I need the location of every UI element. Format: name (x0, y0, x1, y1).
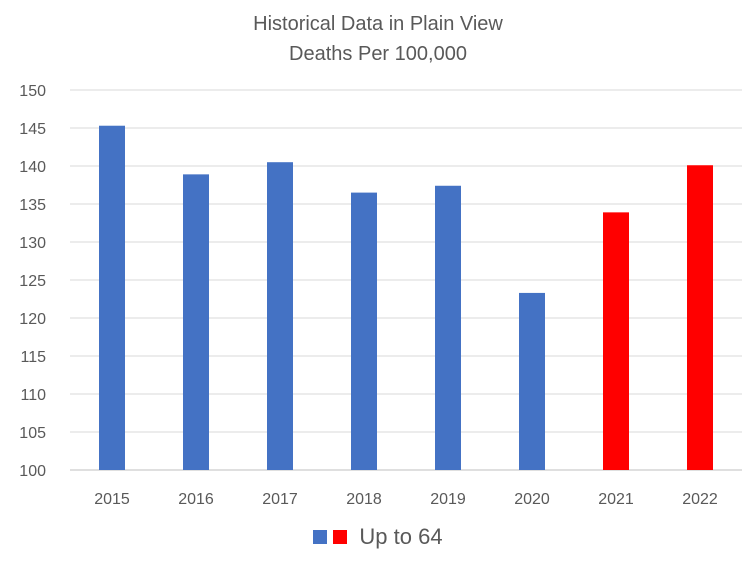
chart-subtitle: Deaths Per 100,000 (289, 43, 467, 65)
chart-title: Historical Data in Plain View (253, 13, 503, 35)
bar (99, 125, 125, 470)
legend-label: Up to 64 (359, 524, 443, 549)
x-tick-label: 2018 (346, 491, 382, 508)
x-tick-label: 2019 (430, 491, 466, 508)
bar (435, 185, 461, 470)
x-tick-label: 2020 (514, 491, 550, 508)
y-tick-label: 130 (19, 235, 46, 252)
y-tick-label: 135 (19, 197, 46, 214)
x-tick-label: 2022 (682, 491, 718, 508)
bar (603, 212, 629, 471)
y-tick-label: 120 (19, 311, 46, 328)
x-tick-label: 2017 (262, 491, 298, 508)
legend-swatch-blue (313, 530, 328, 544)
x-tick-label: 2015 (94, 491, 130, 508)
legend-swatch-red (333, 530, 348, 544)
y-tick-label: 150 (19, 83, 46, 100)
y-tick-label: 140 (19, 159, 46, 176)
chart-legend: Up to 64 (0, 524, 756, 550)
y-tick-label: 110 (20, 387, 46, 404)
y-tick-label: 125 (19, 273, 46, 290)
x-tick-label: 2021 (598, 491, 634, 508)
bar (183, 174, 209, 471)
bar (687, 165, 713, 471)
bar (519, 292, 545, 470)
x-tick-label: 2016 (178, 491, 214, 508)
y-tick-label: 115 (20, 349, 46, 366)
y-tick-label: 105 (19, 425, 46, 442)
bar (351, 192, 377, 470)
y-tick-label: 145 (19, 121, 46, 138)
y-tick-label: 100 (19, 463, 46, 480)
bar (267, 162, 293, 470)
